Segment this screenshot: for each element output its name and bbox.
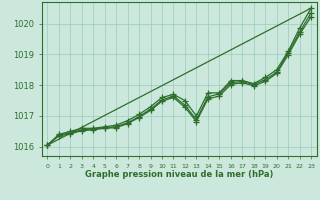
X-axis label: Graphe pression niveau de la mer (hPa): Graphe pression niveau de la mer (hPa) <box>85 170 273 179</box>
